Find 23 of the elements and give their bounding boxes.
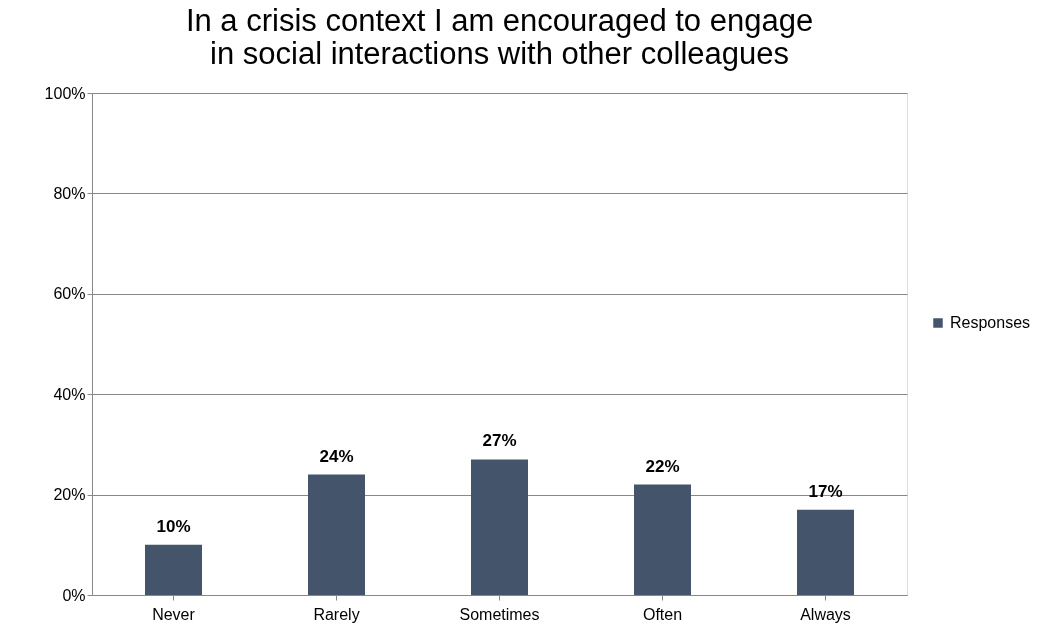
data-label: 27% (482, 431, 517, 451)
bar (145, 544, 202, 595)
x-tick-label: Always (800, 605, 851, 623)
y-tick-label: 80% (53, 184, 86, 202)
data-label: 10% (156, 516, 191, 536)
y-tick-label: 40% (53, 385, 86, 403)
y-tick-label: 0% (62, 586, 86, 604)
x-tick-label: Often (642, 605, 683, 623)
data-label: 24% (319, 446, 354, 466)
data-label: 17% (808, 481, 843, 501)
x-tick-label: Never (152, 605, 196, 623)
chart-title: In a crisis context I am encouraged to engage in social interactions with other colleagues (185, 3, 814, 71)
y-tick-label: 20% (53, 486, 86, 504)
y-tick-label: 100% (44, 84, 86, 102)
bar (308, 474, 365, 595)
x-tick-label: Sometimes (459, 605, 540, 623)
x-tick-label: Rarely (313, 605, 360, 623)
legend-label: Responses (950, 314, 1031, 331)
bar (634, 484, 691, 595)
bar (797, 509, 854, 595)
bar (471, 459, 528, 595)
y-tick-label: 60% (53, 285, 86, 303)
data-label: 22% (645, 456, 680, 476)
